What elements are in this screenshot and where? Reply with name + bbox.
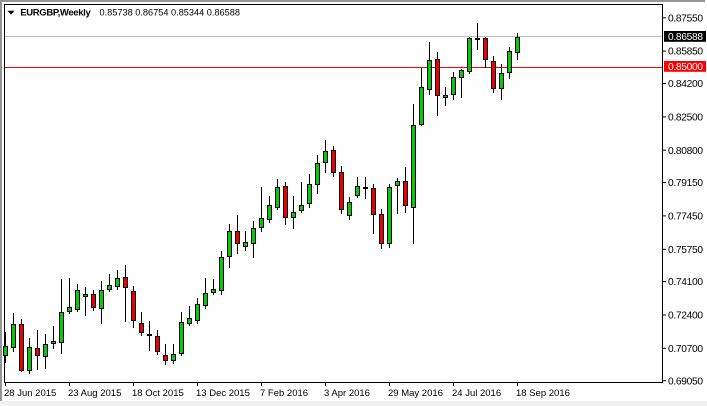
svg-text:29 May 2016: 29 May 2016 [388,388,443,399]
svg-text:0.85738 0.86754 0.85344 0.8658: 0.85738 0.86754 0.85344 0.86588 [100,8,241,18]
svg-text:18 Sep 2016: 18 Sep 2016 [516,388,570,399]
svg-text:0.75750: 0.75750 [668,245,703,256]
svg-text:24 Jul 2016: 24 Jul 2016 [452,388,501,399]
svg-text:0.70700: 0.70700 [668,344,703,355]
svg-text:18 Oct 2015: 18 Oct 2015 [132,388,184,399]
svg-text:0.72400: 0.72400 [668,311,703,322]
svg-text:0.85850: 0.85850 [668,47,703,58]
svg-text:0.77450: 0.77450 [668,212,703,223]
svg-text:0.69050: 0.69050 [668,376,703,387]
svg-text:23 Aug 2015: 23 Aug 2015 [68,388,121,399]
svg-text:7 Feb 2016: 7 Feb 2016 [260,388,308,399]
svg-text:0.85000: 0.85000 [668,62,703,73]
svg-text:13 Dec 2015: 13 Dec 2015 [196,388,250,399]
svg-text:EURGBP,Weekly: EURGBP,Weekly [20,7,91,18]
svg-text:0.74100: 0.74100 [668,277,703,288]
svg-text:28 Jun 2015: 28 Jun 2015 [4,388,56,399]
svg-text:0.84200: 0.84200 [668,79,703,90]
svg-text:0.80800: 0.80800 [668,146,703,157]
svg-text:0.86588: 0.86588 [668,32,703,43]
svg-text:3 Apr 2016: 3 Apr 2016 [324,388,370,399]
svg-text:0.79150: 0.79150 [668,178,703,189]
svg-text:0.87550: 0.87550 [668,13,703,24]
svg-text:0.82500: 0.82500 [668,113,703,124]
